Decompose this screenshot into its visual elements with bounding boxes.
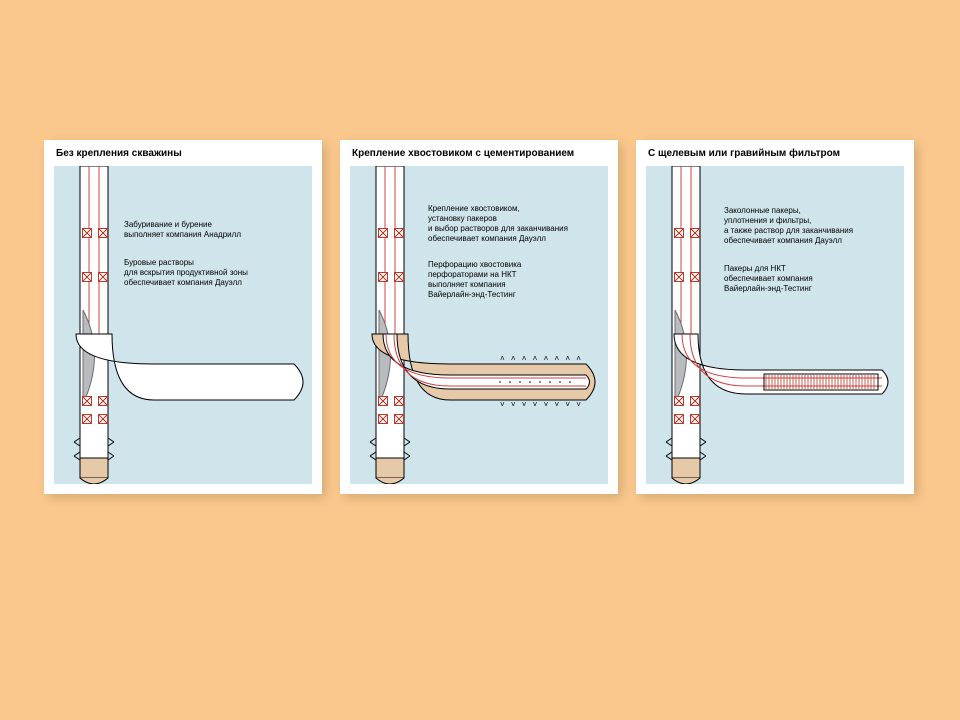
- diagram-panel: Забуривание и бурение выполняет компания…: [54, 166, 312, 484]
- annotation-text: Заколонные пакеры, уплотнения и фильтры,…: [724, 206, 853, 246]
- packer-icon: [378, 396, 388, 406]
- packer-icon: [674, 228, 684, 238]
- packer-icon: [690, 414, 700, 424]
- packer-icon: [394, 414, 404, 424]
- packer-icon: [82, 396, 92, 406]
- annotation-text: Крепление хвостовиком, установку пакеров…: [428, 204, 568, 244]
- perforation-arrows-bottom: ˅ ˅ ˅ ˅ ˅ ˅ ˅ ˅: [500, 400, 583, 409]
- packer-icon: [98, 228, 108, 238]
- wellbore-svg: [54, 166, 312, 484]
- packer-icon: [394, 272, 404, 282]
- packer-icon: [674, 396, 684, 406]
- packer-icon: [378, 272, 388, 282]
- packer-icon: [690, 272, 700, 282]
- packer-icon: [98, 396, 108, 406]
- annotation-text: Забуривание и бурение выполняет компания…: [124, 220, 241, 240]
- packer-icon: [394, 396, 404, 406]
- packer-icon: [82, 414, 92, 424]
- packer-icon: [690, 228, 700, 238]
- card-title: Крепление хвостовиком с цементированием: [352, 148, 574, 159]
- packer-icon: [394, 228, 404, 238]
- packer-icon: [674, 272, 684, 282]
- packer-icon: [98, 414, 108, 424]
- perforation-arrows-top: ˄ ˄ ˄ ˄ ˄ ˄ ˄ ˄: [500, 354, 583, 363]
- annotation-text: Пакеры для НКТ обеспечивает компания Вай…: [724, 264, 813, 294]
- diagram-panel: ˄ ˄ ˄ ˄ ˄ ˄ ˄ ˄ ˅ ˅ ˅ ˅ ˅ ˅ ˅ ˅ Крепление …: [350, 166, 608, 484]
- packer-icon: [378, 414, 388, 424]
- packer-icon: [98, 272, 108, 282]
- card-title: С щелевым или гравийным фильтром: [648, 148, 840, 159]
- packer-icon: [82, 228, 92, 238]
- packer-icon: [690, 396, 700, 406]
- card-title: Без крепления скважины: [56, 148, 182, 159]
- card-c: С щелевым или гравийным фильтром Заколонн…: [636, 140, 914, 494]
- packer-icon: [82, 272, 92, 282]
- diagram-panel: Заколонные пакеры, уплотнения и фильтры,…: [646, 166, 904, 484]
- packer-icon: [378, 228, 388, 238]
- annotation-text: Буровые растворы для вскрытия продуктивн…: [124, 258, 248, 288]
- packer-icon: [674, 414, 684, 424]
- annotation-text: Перфорацию хвостовика перфораторами на Н…: [428, 260, 521, 300]
- card-b: Крепление хвостовиком с цементированием ˄…: [340, 140, 618, 494]
- card-a: Без крепления скважины Забуривание и буре…: [44, 140, 322, 494]
